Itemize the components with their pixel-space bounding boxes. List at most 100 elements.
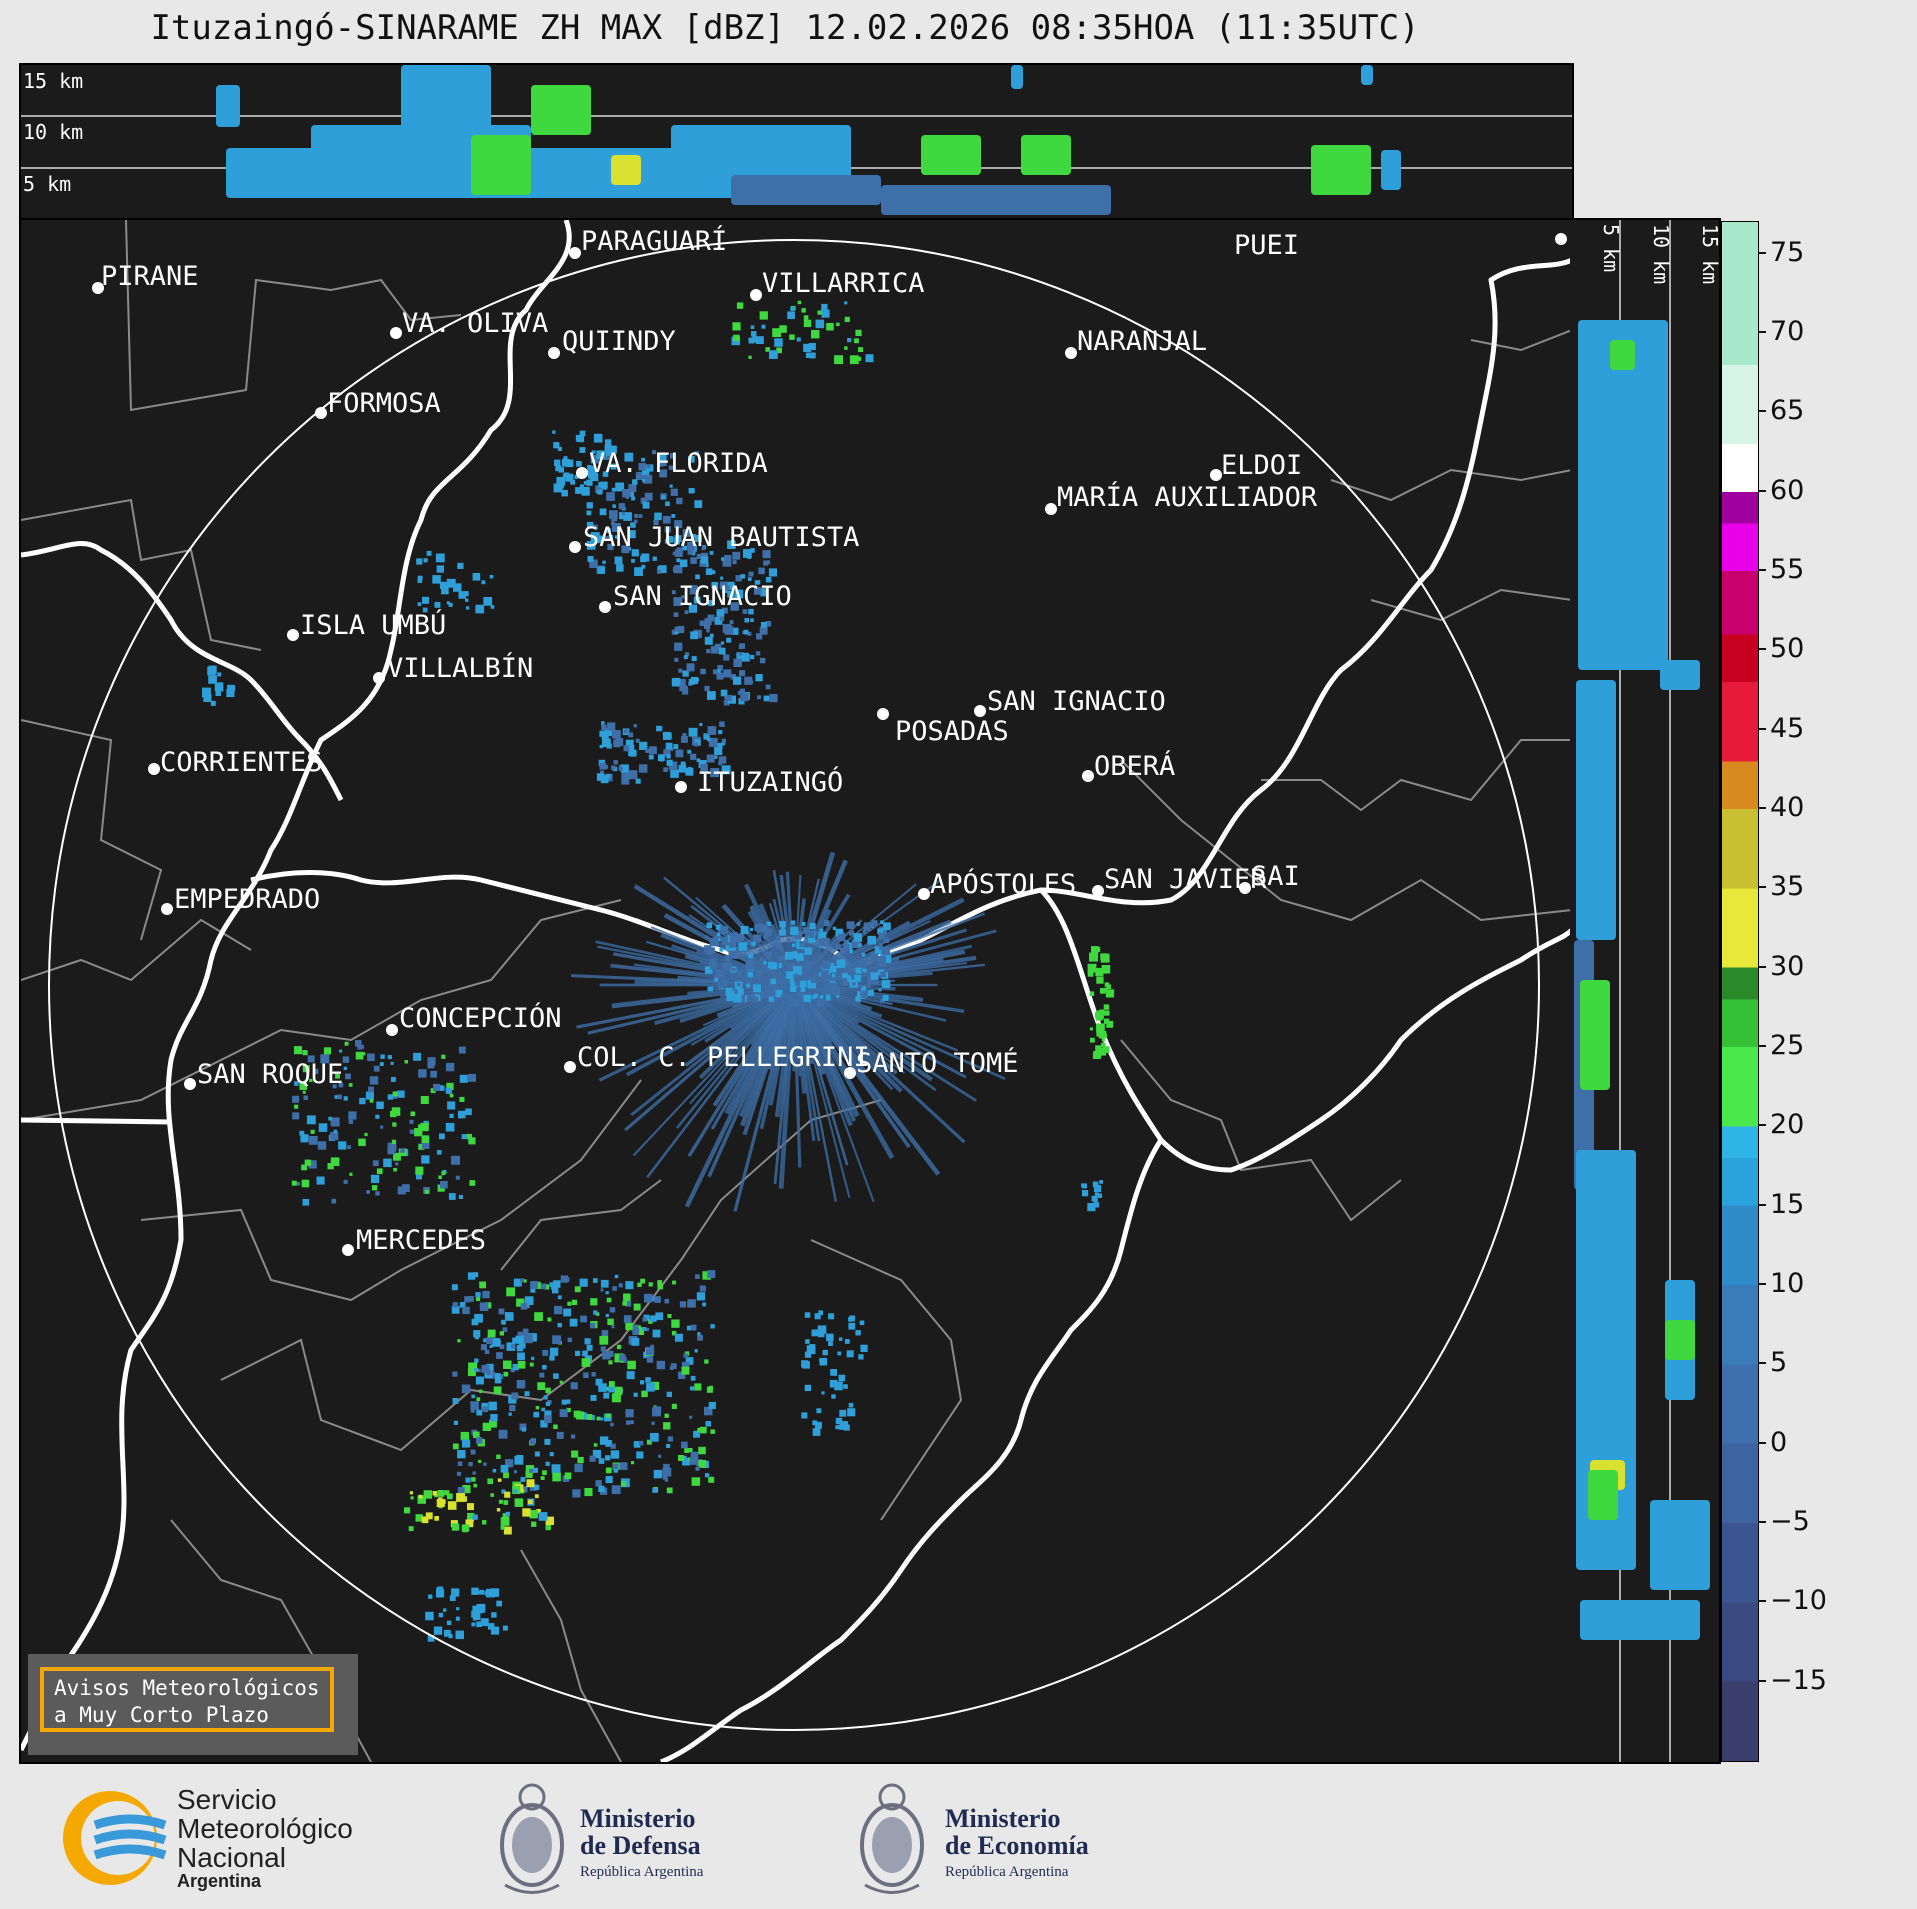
city-label: MERCEDES: [356, 1225, 486, 1256]
echo-pixel: [1103, 1004, 1110, 1010]
echo-pixel: [597, 566, 606, 574]
echo-pixel: [358, 1138, 366, 1147]
echo-pixel: [473, 1483, 478, 1488]
echo-pixel: [360, 1044, 365, 1049]
echo-pixel: [738, 698, 745, 705]
top-echo-cell: [401, 65, 491, 145]
echo-pixel: [413, 1052, 422, 1061]
echo-pixel: [826, 995, 831, 1001]
echo-pixel: [438, 1612, 444, 1618]
echo-pixel: [671, 1330, 677, 1336]
echo-pixel: [759, 311, 768, 320]
echo-pixel: [834, 355, 843, 365]
echo-pixel: [373, 1065, 380, 1072]
echo-pixel: [823, 920, 830, 927]
echo-pixel: [748, 337, 755, 344]
echo-pixel: [504, 1491, 511, 1498]
echo-pixel: [714, 977, 718, 982]
echo-pixel: [685, 652, 690, 657]
echo-pixel: [604, 444, 612, 452]
echo-pixel: [404, 1507, 411, 1514]
echo-pixel: [434, 1516, 439, 1521]
echo-pixel: [718, 756, 727, 764]
echo-pixel: [308, 1136, 318, 1145]
echo-pixel: [879, 946, 883, 950]
radar-map[interactable]: PIRANE PARAGUARÍ VILLARRICA VA. OLIVA QUIIND…: [19, 218, 1574, 1764]
echo-pixel: [643, 474, 653, 484]
top-echo-cells: [216, 65, 1401, 215]
echo-pixel: [561, 1399, 567, 1405]
defensa-line-1: Ministerio: [580, 1804, 696, 1833]
echo-pixel: [730, 990, 735, 994]
echo-pixel: [849, 355, 859, 365]
echo-pixel: [486, 1588, 495, 1598]
echo-pixel: [610, 1443, 616, 1449]
echo-pixel: [476, 1409, 483, 1416]
defensa-line-3: República Argentina: [580, 1864, 704, 1880]
echo-pixel: [860, 1344, 868, 1352]
echo-pixel: [840, 947, 847, 955]
echo-pixel: [709, 937, 719, 947]
echo-pixel: [420, 1096, 429, 1104]
echo-pixel: [536, 1509, 541, 1514]
echo-pixel: [768, 568, 777, 577]
echo-pixel: [652, 556, 657, 561]
echo-pixel: [881, 979, 891, 989]
echo-pixel: [714, 616, 723, 625]
echo-pixel: [508, 1395, 517, 1404]
echo-pixel: [516, 1380, 526, 1389]
echo-pixel: [553, 1280, 561, 1288]
echo-pixel: [605, 1467, 612, 1474]
colorbar-tick-label: 20: [1770, 1109, 1805, 1141]
echo-pixel: [470, 1401, 479, 1410]
echo-pixel: [662, 1475, 668, 1480]
echo-pixel: [814, 1421, 822, 1429]
echo-pixel: [529, 1439, 536, 1445]
echo-pixel: [517, 1331, 522, 1336]
echo-pixel: [1089, 952, 1098, 962]
echo-pixel: [367, 1053, 375, 1062]
echo-pixel: [659, 459, 667, 467]
echo-pixel: [829, 1379, 838, 1388]
echo-pixel: [641, 564, 646, 569]
echo-pixel: [526, 1479, 535, 1488]
echo-pixel: [628, 732, 634, 738]
echo-pixel: [487, 1329, 496, 1338]
echo-pixel: [602, 738, 611, 748]
city-marker: [974, 705, 986, 717]
echo-pixel: [344, 1041, 349, 1046]
echo-pixel: [645, 1327, 649, 1332]
echo-pixel: [551, 1464, 561, 1474]
city-marker: [1239, 882, 1251, 894]
echo-pixel: [772, 328, 782, 338]
echo-pixel: [859, 1320, 865, 1326]
echo-pixel: [619, 1462, 628, 1470]
echo-pixel: [698, 1460, 707, 1468]
echo-pixel: [517, 1361, 526, 1369]
echo-pixel: [498, 1499, 503, 1504]
smn-line-1: Servicio: [177, 1784, 277, 1815]
echo-pixel: [477, 1368, 481, 1373]
echo-pixel: [491, 1612, 497, 1618]
echo-pixel: [754, 923, 762, 932]
echo-pixel: [420, 1122, 429, 1132]
warning-banner[interactable]: Avisos Meteorológicos a Muy Corto Plazo: [28, 1654, 358, 1755]
echo-pixel: [611, 1325, 615, 1329]
echo-pixel: [577, 1456, 584, 1464]
echo-pixel: [609, 510, 618, 519]
echo-pixel: [475, 604, 485, 614]
echo-pixel: [620, 1481, 627, 1487]
echo-pixel: [520, 1278, 524, 1283]
echo-pixel: [502, 1513, 509, 1520]
echo-pixel: [498, 1429, 508, 1439]
echo-pixel: [320, 1054, 330, 1064]
echo-pixel: [761, 993, 766, 998]
echo-pixel: [710, 646, 719, 654]
echo-pixel: [678, 678, 686, 686]
echo-pixel: [865, 354, 874, 363]
echo-pixel: [435, 553, 445, 563]
echo-pixel: [688, 727, 698, 737]
echo-pixel: [591, 450, 596, 455]
echo-pixel: [554, 1305, 563, 1315]
echo-pixel: [663, 749, 671, 757]
